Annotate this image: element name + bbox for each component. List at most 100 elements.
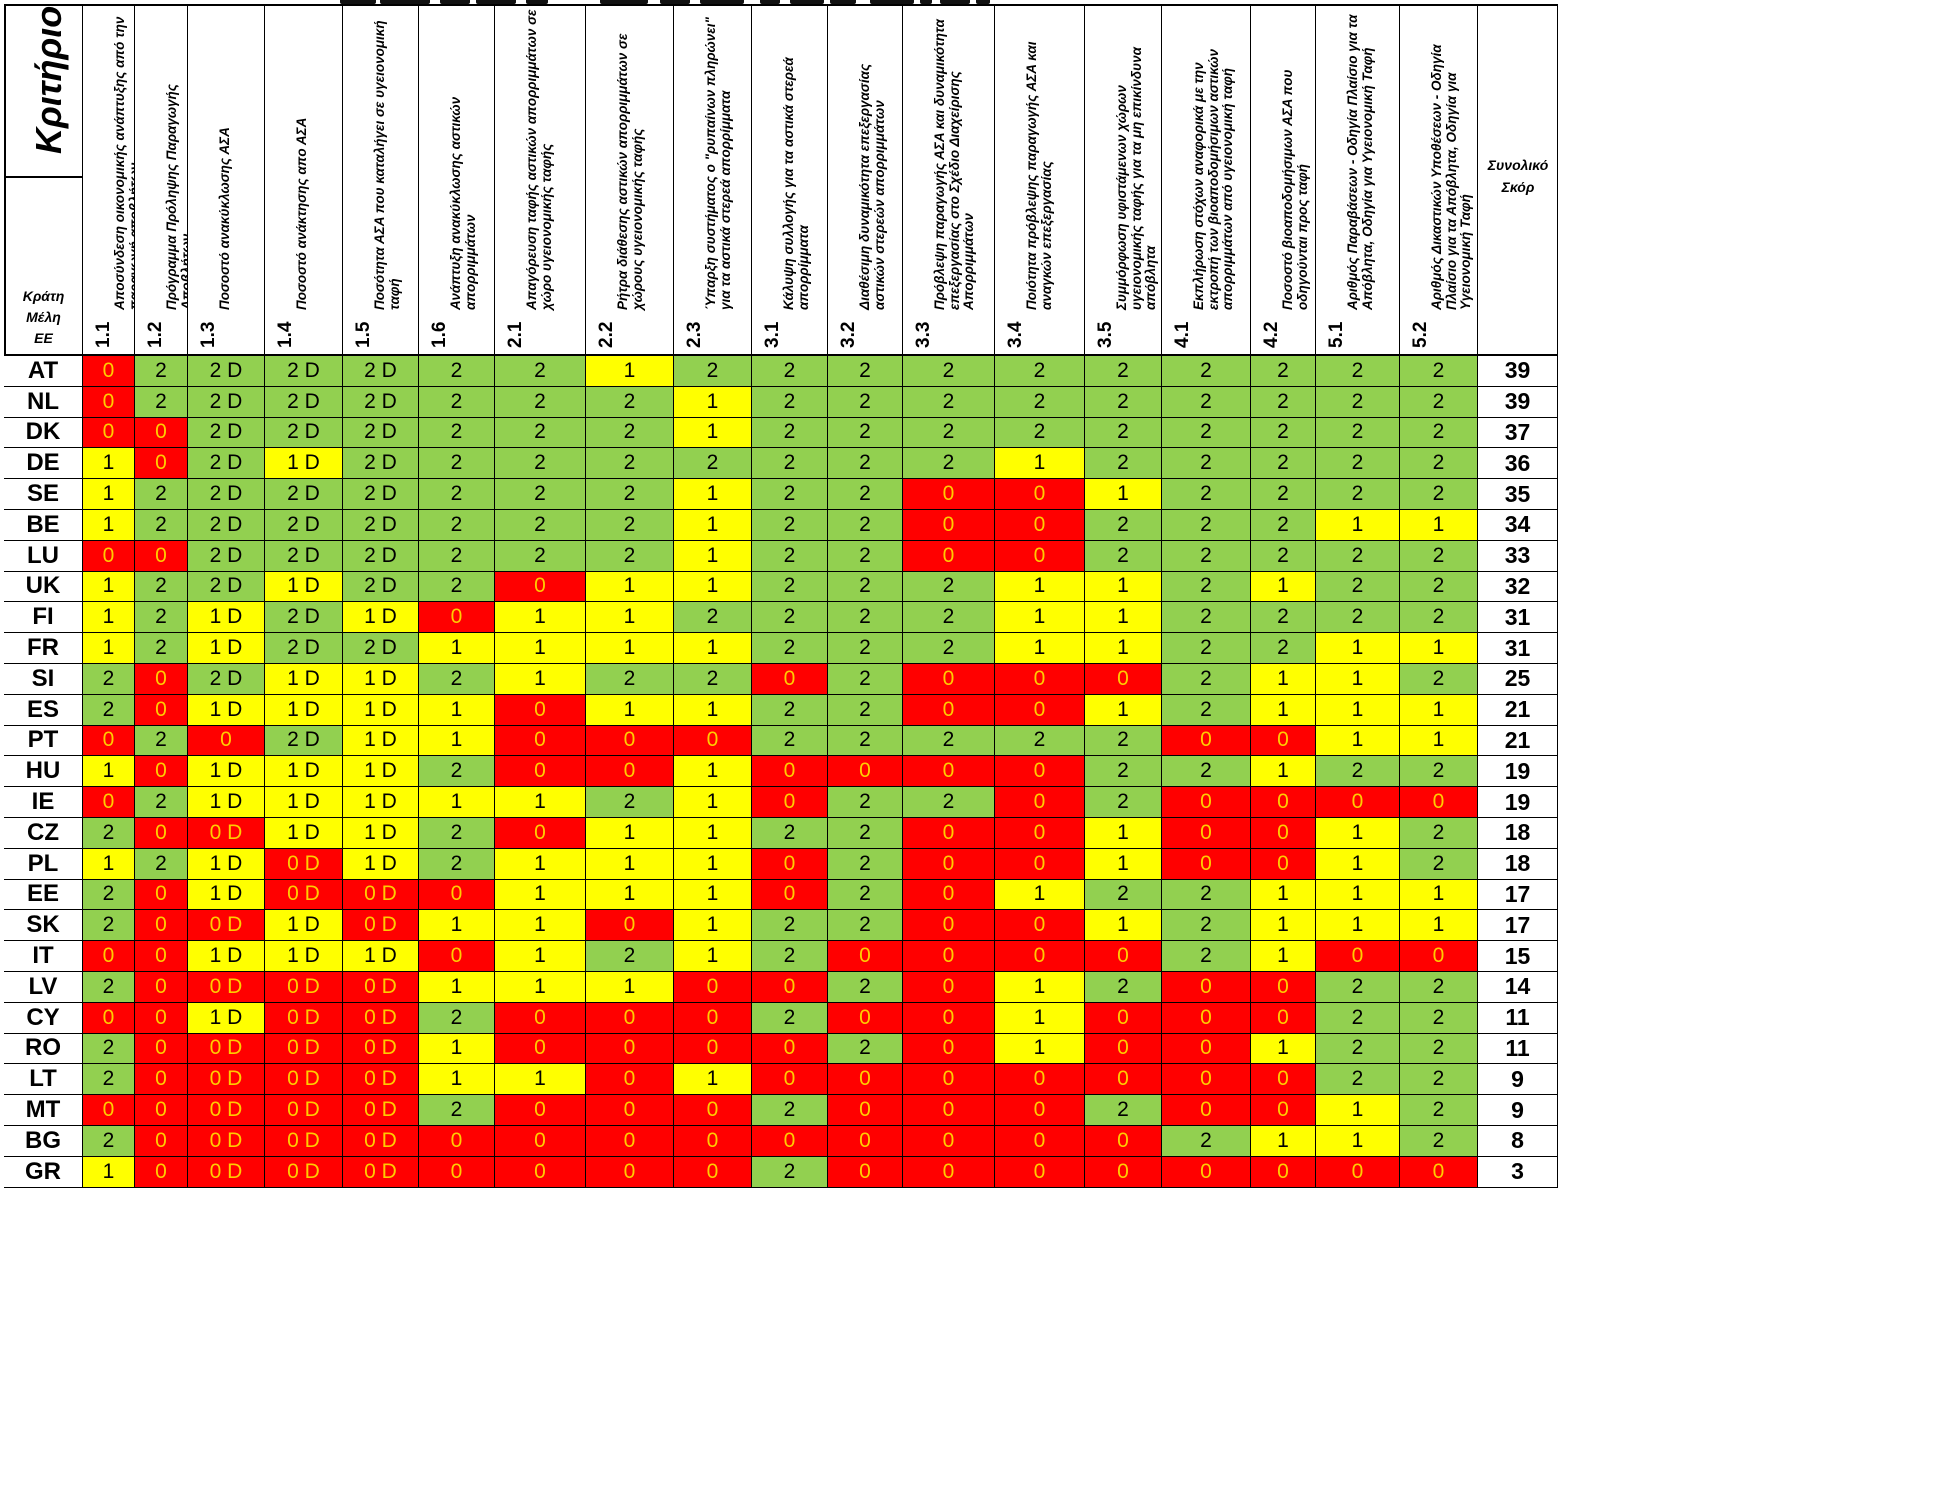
caption-fragment (870, 0, 914, 4)
score-cell: 1 (995, 879, 1085, 911)
score-cell: 2 (1400, 479, 1478, 510)
score-cell: 1 (674, 910, 752, 942)
score-cell: 1 D (265, 571, 343, 603)
score-cell: 1 D (188, 633, 265, 664)
score-cell: 2 (1400, 602, 1478, 634)
score-cell: 1 (1251, 1033, 1316, 1065)
score-cell: 0 (1316, 941, 1400, 972)
score-cell: 0 (495, 571, 586, 603)
score-cell: 0 (674, 972, 752, 1003)
score-cell: 2 (828, 386, 903, 418)
score-cell: 0 (1251, 848, 1316, 880)
score-cell: 2 (1162, 510, 1251, 541)
score-cell: 2 (419, 664, 495, 695)
score-cell: 2 (828, 602, 903, 634)
score-cell: 2 D (343, 479, 419, 510)
score-cell: 0 (1251, 1002, 1316, 1034)
score-cell: 1 (674, 848, 752, 880)
total-score-cell: 33 (1478, 540, 1558, 572)
score-cell: 2 (1162, 879, 1251, 911)
score-cell: 1 (1251, 879, 1316, 911)
score-cell: 1 (674, 633, 752, 664)
score-cell: 1 (1251, 694, 1316, 726)
member-state-cell: EE (4, 879, 83, 911)
score-cell: 1 (1316, 510, 1400, 541)
total-score-cell: 21 (1478, 694, 1558, 726)
criterion-label: Συμμόρφωση υφιστάμενων χώρων υγειονομική… (1114, 47, 1158, 310)
score-cell: 0 (828, 1156, 903, 1188)
score-cell: 0 (995, 664, 1085, 695)
score-cell: 2 D (188, 386, 265, 418)
total-score-cell: 19 (1478, 787, 1558, 818)
score-cell: 2 (1400, 417, 1478, 449)
score-cell: 0 (674, 1002, 752, 1034)
score-cell: 0 (586, 1064, 674, 1096)
score-cell: 2 (752, 386, 828, 418)
caption-fragment (476, 0, 516, 4)
score-cell: 0 (752, 1033, 828, 1065)
score-cell: 2 (1162, 448, 1251, 480)
score-cell: 2 (1400, 1095, 1478, 1126)
score-cell: 2 (1162, 910, 1251, 942)
score-cell: 1 (1085, 694, 1162, 726)
member-state-cell: SI (4, 664, 83, 695)
score-cell: 1 (995, 972, 1085, 1003)
score-cell: 1 D (188, 694, 265, 726)
score-cell: 2 (419, 848, 495, 880)
criterion-code: 1.1 (93, 321, 114, 348)
score-cell: 0 (674, 1156, 752, 1188)
score-cell: 2 (1316, 571, 1400, 603)
score-cell: 1 (495, 633, 586, 664)
score-cell: 1 (1316, 664, 1400, 695)
score-cell: 0 (586, 756, 674, 788)
criterion-label: Ύπαρξη συστήματος ο "ρυπαίνων πληρώνει" … (703, 17, 733, 310)
criterion-header-3-3: 3.3 Πρόβλεψη παραγωγής ΑΣΑ και δυναμικότη… (903, 4, 995, 356)
score-cell: 1 (495, 848, 586, 880)
score-cell: 0 (135, 540, 188, 572)
score-cell: 2 (828, 694, 903, 726)
score-cell: 1 (1251, 664, 1316, 695)
score-cell: 1 (995, 448, 1085, 480)
score-cell: 2 D (343, 448, 419, 480)
score-cell: 2 (1400, 1126, 1478, 1157)
score-cell: 0 (1316, 787, 1400, 818)
member-state-cell: LT (4, 1064, 83, 1096)
score-cell: 1 (586, 633, 674, 664)
score-cell: 2 (586, 787, 674, 818)
criterion-header-3-2: 3.2 Διαθέσιμη δυναμικότητα επεξεργασίας α… (828, 4, 903, 356)
member-state-cell: UK (4, 571, 83, 603)
score-cell: 2 (83, 972, 135, 1003)
member-state-cell: BG (4, 1126, 83, 1157)
score-cell: 1 (419, 910, 495, 942)
score-cell: 1 (1316, 633, 1400, 664)
score-cell: 0 (495, 1095, 586, 1126)
score-cell: 2 (1162, 540, 1251, 572)
score-cell: 1 D (343, 818, 419, 849)
score-cell: 2 (1085, 510, 1162, 541)
score-cell: 0 (995, 848, 1085, 880)
score-cell: 2 (1251, 602, 1316, 634)
member-state-cell: CZ (4, 818, 83, 849)
score-cell: 1 (495, 910, 586, 942)
score-cell: 1 (495, 602, 586, 634)
criterion-code: 2.2 (596, 321, 617, 348)
total-score-cell: 39 (1478, 356, 1558, 387)
score-cell: 1 (495, 664, 586, 695)
score-cell: 1 (586, 694, 674, 726)
score-cell: 2 D (343, 571, 419, 603)
score-cell: 2 (135, 725, 188, 757)
score-cell: 2 (752, 694, 828, 726)
score-cell: 1 D (343, 941, 419, 972)
total-label-line: Συνολικό (1487, 157, 1549, 173)
score-cell: 2 (1400, 972, 1478, 1003)
score-cell: 2 D (343, 510, 419, 541)
score-cell: 2 D (265, 417, 343, 449)
score-cell: 0 (83, 941, 135, 972)
member-state-cell: NL (4, 386, 83, 418)
score-cell: 0 (1162, 1095, 1251, 1126)
score-cell: 0 D (343, 879, 419, 911)
score-cell: 2 (1251, 540, 1316, 572)
score-cell: 2 (995, 356, 1085, 387)
criterion-header-2-1: 2.1 Απαγόρευση ταφής αστικών απορριμμάτων… (495, 4, 586, 356)
score-cell: 1 (674, 479, 752, 510)
